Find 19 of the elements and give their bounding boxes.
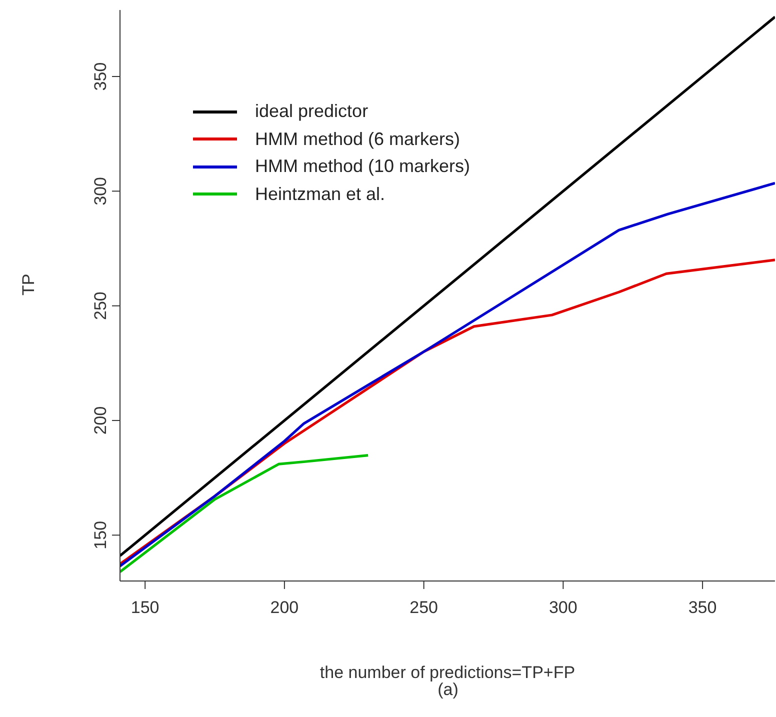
x-tick-label: 250 [410, 598, 438, 618]
x-tick-label: 300 [548, 598, 578, 618]
text: (a) [438, 680, 458, 700]
y-tick-label: 200 [91, 406, 110, 435]
line-series [120, 182, 775, 568]
x-tick-label: 200 [270, 598, 299, 618]
legend-label: HMM method (6 markers) [255, 128, 460, 151]
x-axis-title: the number of predictions=TP+FP [320, 663, 576, 682]
y-tick-label: 250 [91, 292, 110, 320]
legend-label: Heintzman et al. [255, 182, 386, 206]
line-series [120, 454, 370, 574]
y-tick-label: 150 [91, 520, 110, 550]
y-tick-label: 300 [91, 176, 110, 206]
x-tick-label: 150 [130, 598, 160, 618]
y-axis-title: TP [19, 274, 38, 296]
x-tick-label: 350 [688, 598, 717, 618]
legend-label: HMM method (10 markers) [255, 155, 470, 178]
legend-label: ideal predictor [255, 100, 368, 123]
y-tick-label: 350 [91, 62, 110, 91]
